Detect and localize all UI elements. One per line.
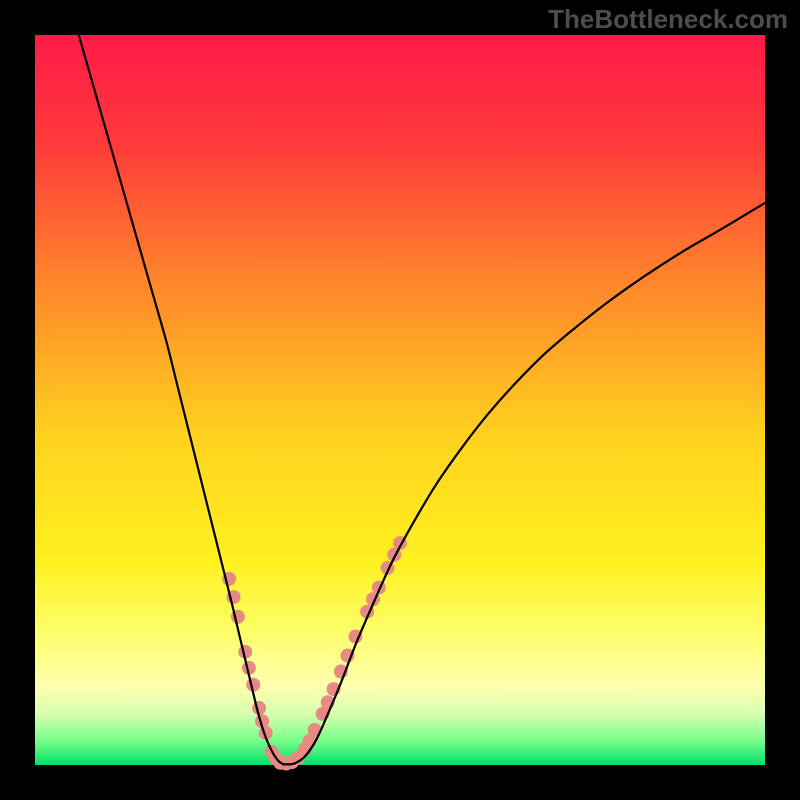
curve-layer [35, 35, 765, 765]
marker-group [222, 536, 407, 770]
plot-area [35, 35, 765, 765]
watermark-text: TheBottleneck.com [548, 4, 788, 35]
chart-stage: TheBottleneck.com [0, 0, 800, 800]
curve-right-branch [283, 203, 765, 764]
curve-left-branch [79, 35, 283, 764]
